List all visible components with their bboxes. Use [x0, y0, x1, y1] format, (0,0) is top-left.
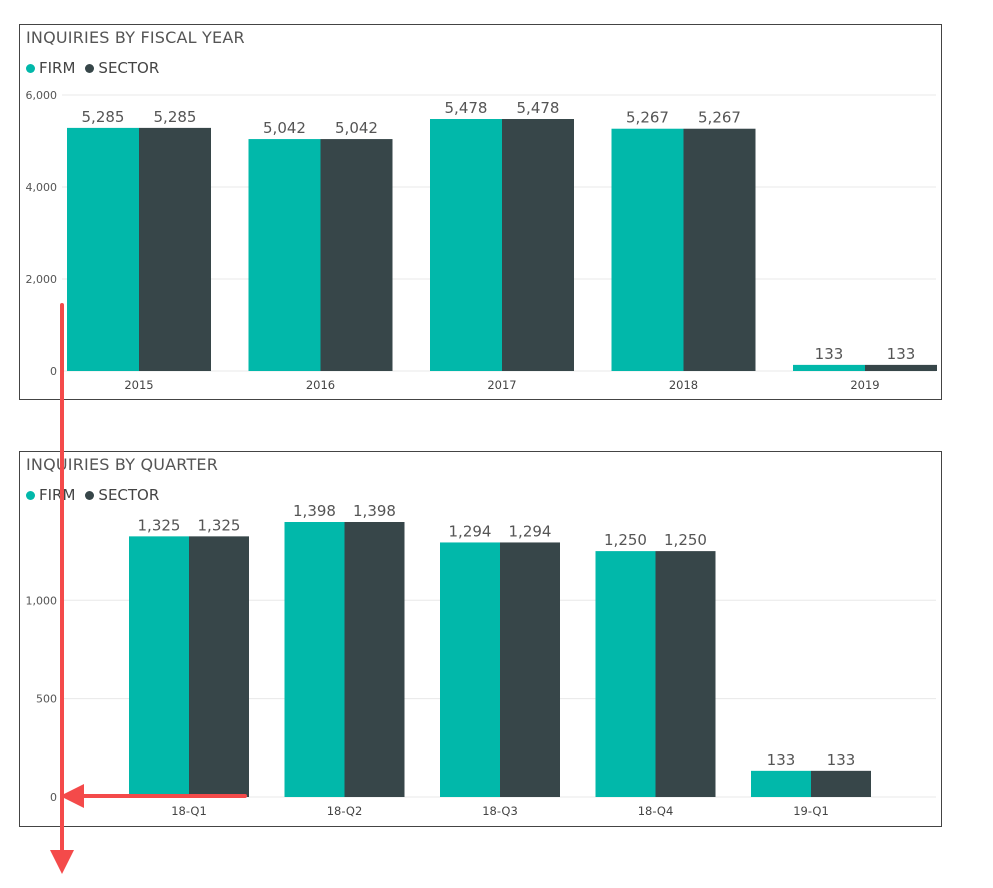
data-label: 5,042: [263, 119, 306, 137]
bar-sector: [139, 127, 211, 371]
chart-legend: FIRM SECTOR: [26, 486, 159, 504]
bar-sector: [500, 542, 560, 797]
y-tick-label: 1,000: [26, 594, 58, 607]
bar-firm: [129, 536, 189, 797]
legend-sector-dot-icon: [85, 490, 95, 500]
bar-sector: [189, 536, 249, 797]
data-label: 5,042: [335, 119, 378, 137]
data-label: 133: [887, 345, 916, 363]
data-label: 133: [767, 751, 796, 769]
bar-firm: [248, 139, 321, 371]
bar-firm: [793, 364, 865, 371]
x-tick-label: 2019: [850, 378, 879, 392]
data-label: 5,267: [626, 109, 669, 127]
x-tick-label: 18-Q1: [171, 804, 207, 818]
y-tick-label: 0: [50, 365, 57, 378]
x-tick-label: 18-Q4: [638, 804, 674, 818]
y-tick-label: 500: [36, 693, 57, 706]
quarter-bar-chart: 0 500 1,000 1,325 1,325 18-Q1 1,398 1,398 18-Q2 1…: [26, 502, 936, 818]
x-tick-label: 18-Q3: [482, 804, 518, 818]
legend-item-sector[interactable]: SECTOR: [85, 59, 159, 77]
legend-item-firm[interactable]: FIRM: [26, 486, 75, 504]
bar-firm: [67, 127, 139, 371]
data-label: 5,267: [698, 109, 741, 127]
fiscal-year-chart-panel: INQUIRIES BY FISCAL YEAR FIRM SECTOR 0 2,…: [19, 24, 942, 400]
bar-sector: [344, 522, 405, 797]
x-tick-label: 2018: [669, 378, 698, 392]
legend-sector-label: SECTOR: [98, 486, 160, 504]
bar-sector: [683, 128, 756, 371]
legend-sector-label: SECTOR: [98, 59, 160, 77]
legend-firm-dot-icon: [26, 63, 35, 73]
chart-title: INQUIRIES BY FISCAL YEAR: [26, 28, 245, 47]
bar-firm: [440, 542, 500, 797]
y-tick-label: 2,000: [26, 273, 58, 286]
x-tick-label: 2016: [306, 378, 335, 392]
bar-sector: [811, 770, 871, 797]
legend-item-firm[interactable]: FIRM: [26, 59, 75, 77]
legend-sector-dot-icon: [85, 63, 95, 73]
x-tick-label: 19-Q1: [793, 804, 829, 818]
data-label: 1,325: [198, 516, 241, 534]
fiscal-year-bar-chart: 0 2,000 4,000 6,000 5,285 5,285 2015 5,042 5,042…: [26, 89, 937, 392]
bar-firm: [611, 128, 684, 371]
x-tick-label: 18-Q2: [327, 804, 363, 818]
x-tick-label: 2017: [487, 378, 516, 392]
data-label: 5,478: [517, 99, 560, 117]
chart-title: INQUIRIES BY QUARTER: [26, 455, 219, 474]
bar-sector: [655, 551, 716, 797]
data-label: 1,325: [138, 516, 181, 534]
data-label: 133: [815, 345, 844, 363]
quarter-chart-panel: INQUIRIES BY QUARTER FIRM SECTOR 0 500 1,0…: [19, 451, 942, 827]
data-label: 5,285: [154, 108, 197, 126]
y-tick-label: 6,000: [26, 89, 58, 102]
data-label: 1,250: [664, 531, 707, 549]
bar-sector: [502, 119, 574, 372]
bar-sector: [865, 364, 937, 371]
legend-firm-label: FIRM: [39, 486, 76, 504]
bar-firm: [430, 119, 502, 372]
legend-firm-dot-icon: [26, 490, 35, 500]
bar-firm: [751, 770, 811, 797]
data-label: 5,285: [82, 108, 125, 126]
chart-legend: FIRM SECTOR: [26, 59, 159, 77]
x-tick-label: 2015: [124, 378, 153, 392]
data-label: 1,398: [353, 502, 396, 520]
legend-item-sector[interactable]: SECTOR: [85, 486, 159, 504]
y-tick-label: 0: [50, 791, 57, 804]
legend-firm-label: FIRM: [39, 59, 76, 77]
data-label: 1,398: [293, 502, 336, 520]
data-label: 5,478: [445, 99, 488, 117]
data-label: 1,250: [604, 531, 647, 549]
y-tick-label: 4,000: [26, 181, 58, 194]
data-label: 1,294: [449, 522, 492, 540]
bar-firm: [595, 551, 656, 797]
data-label: 133: [827, 751, 856, 769]
bar-firm: [284, 522, 345, 797]
bar-sector: [320, 139, 393, 371]
data-label: 1,294: [509, 522, 552, 540]
